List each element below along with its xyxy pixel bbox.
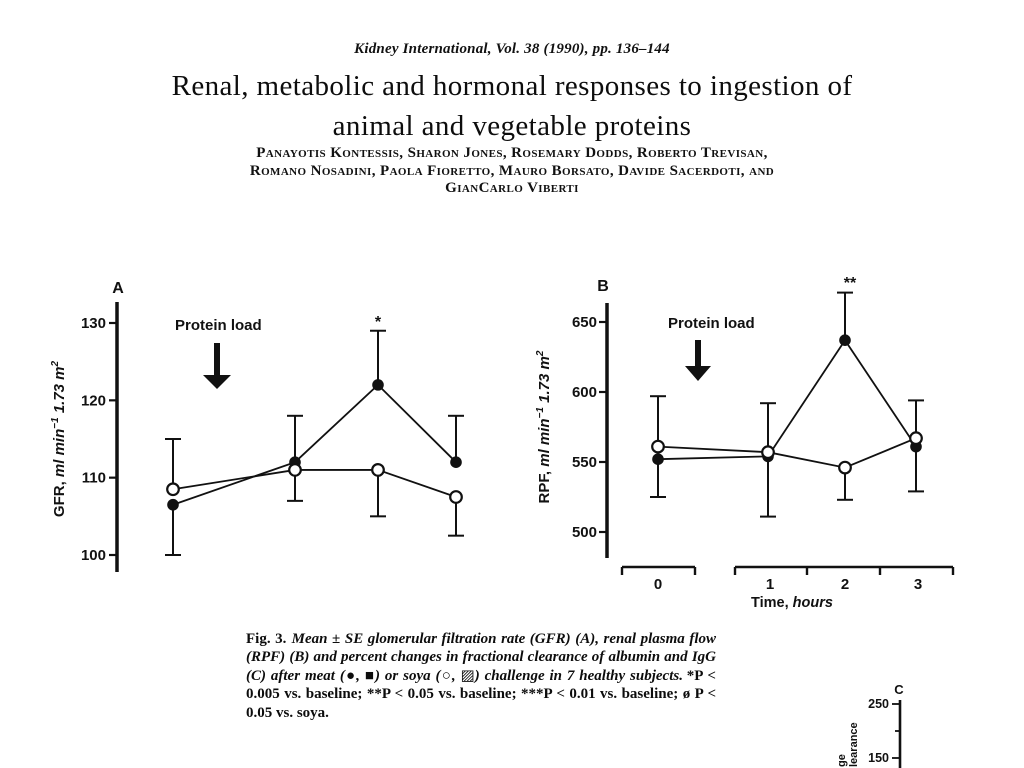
x-tick-label: 2 <box>841 576 849 593</box>
soya-data-point <box>761 445 775 460</box>
y-tick-label: 600 <box>572 384 597 401</box>
protein-load-label: Protein load <box>175 317 262 334</box>
panel-A: 130 120 110 100 A Protein load GFR, ml min−1 1… <box>50 280 464 572</box>
significance-mark: ** <box>844 275 857 292</box>
series-line-soya <box>172 469 457 498</box>
panel-B: 650 600 550 500 B Protein load RPF, ml min−1 1… <box>535 275 955 611</box>
series-line-meat <box>172 383 457 506</box>
protein-load-label: Protein load <box>668 315 755 332</box>
y-tick-label: 130 <box>81 315 106 332</box>
authors-line-2: Romano Nosadini, Paola Fioretto, Mauro B… <box>249 162 775 179</box>
meat-data-point <box>652 453 664 466</box>
author-list: Panayotis Kontessis, Sharon Jones, Rosem… <box>0 145 1024 198</box>
y-tick-label: 150 <box>868 751 889 765</box>
soya-data-point <box>909 431 923 446</box>
soya-data-point <box>838 460 852 475</box>
soya-data-point <box>651 439 665 454</box>
panel-C: 250 150 Cge learance <box>836 682 904 768</box>
y-tick-label: 550 <box>572 454 597 471</box>
soya-data-point <box>449 490 463 504</box>
y-tick-label: 500 <box>572 524 597 541</box>
y-axis-title: GFR, ml min−1 1.73 m2 <box>50 360 68 517</box>
soya-data-point <box>371 463 385 477</box>
y-tick-label: 120 <box>81 392 106 409</box>
significance-mark: * <box>375 314 382 331</box>
x-axis-title: Time, hours <box>751 595 833 611</box>
x-tick-label: 1 <box>766 576 774 593</box>
down-arrow-icon <box>685 366 711 381</box>
y-tick-label: 110 <box>82 470 106 487</box>
x-tick-label: 3 <box>914 576 922 593</box>
meat-data-point <box>372 379 384 391</box>
down-arrow-icon <box>203 375 231 389</box>
y-axis-title: RPF, ml min−1 1.73 m2 <box>535 350 553 503</box>
panel-letter: B <box>597 278 609 295</box>
caption-body: Mean ± SE glomerular filtration rate (GF… <box>246 631 716 684</box>
meat-data-point <box>839 334 851 347</box>
x-tick-label: 0 <box>654 576 662 593</box>
soya-data-point <box>166 482 180 497</box>
meat-data-point <box>167 498 179 511</box>
panel-letter: A <box>112 280 124 297</box>
journal-header: Kidney International, Vol. 38 (1990), pp… <box>354 41 670 57</box>
caption-stats: *P < 0.005 vs. baseline; **P < 0.05 vs. … <box>246 667 716 721</box>
y-tick-label: 250 <box>868 697 889 711</box>
authors-line-3: GianCarlo Viberti <box>445 180 579 196</box>
y-axis-title-fragment: learance <box>848 722 860 767</box>
article-title-line1: Renal, metabolic and hormonal responses … <box>171 70 853 102</box>
meat-data-point <box>450 456 462 469</box>
y-axis-title-fragment: ge <box>836 754 848 767</box>
series-line-soya <box>657 437 917 469</box>
series-line-meat <box>657 338 917 461</box>
article-title-line2: animal and vegetable proteins <box>332 110 692 142</box>
y-tick-label: 100 <box>81 547 106 564</box>
soya-data-point <box>288 463 302 477</box>
y-tick-label: 650 <box>572 314 597 331</box>
panel-letter: C <box>894 682 904 697</box>
caption-fig-label: Fig. 3. <box>246 631 287 647</box>
figure-caption: Fig. 3. Mean ± SE glomerular filtration r… <box>246 630 716 722</box>
authors-line-1: Panayotis Kontessis, Sharon Jones, Rosem… <box>256 145 768 161</box>
article-title: Renal, metabolic and hormonal responses … <box>0 66 1024 146</box>
